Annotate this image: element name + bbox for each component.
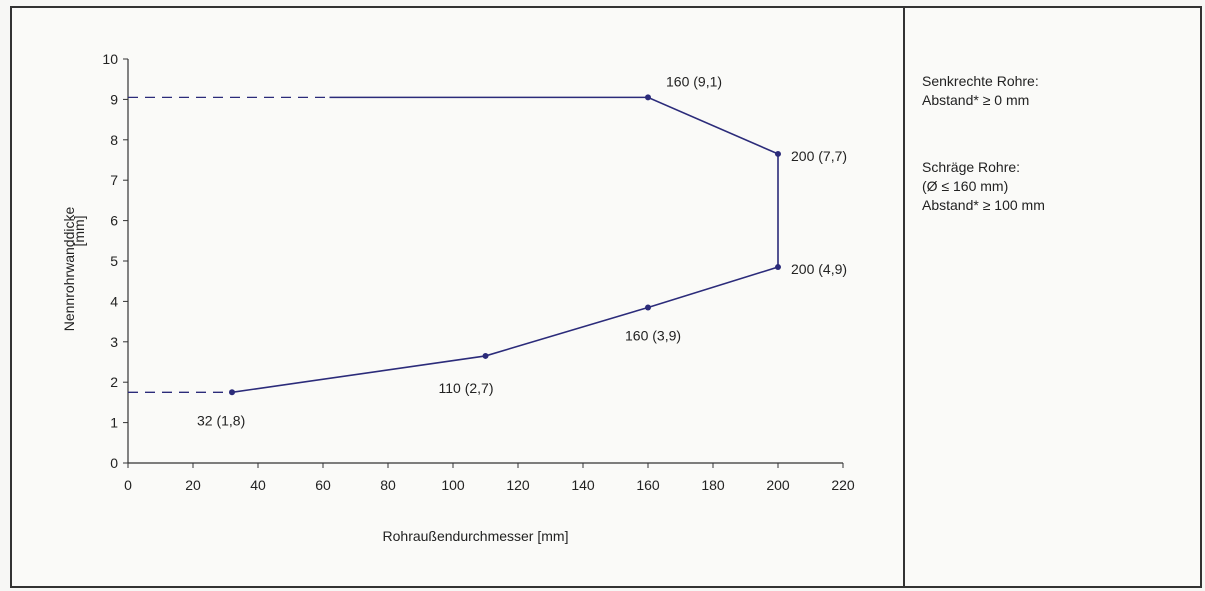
data-point: [645, 304, 651, 311]
y-tick-label: 3: [110, 334, 118, 350]
y-tick-label: 0: [110, 455, 118, 471]
y-tick-label: 6: [110, 213, 118, 229]
y-tick-label: 10: [102, 51, 118, 67]
side-note-vertical: Senkrechte Rohre: Abstand* ≥ 0 mm: [922, 72, 1039, 110]
x-tick-label: 140: [571, 477, 595, 493]
figure-frame: 0 20 40 60 80 100 120 140 160 180 200 220 0 1 2 3 4 5 6 7 8 9…: [10, 6, 1202, 588]
data-point: [775, 150, 781, 157]
y-axis-title-line2: [mm]: [71, 215, 87, 246]
panel-divider: [903, 8, 905, 586]
data-point-label: 160 (3,9): [625, 327, 681, 343]
y-axis-title: Nennrohrwanddicke [mm]: [61, 207, 87, 332]
y-tick-label: 8: [110, 132, 118, 148]
side-note-vertical-distance: Abstand* ≥ 0 mm: [922, 92, 1030, 108]
chart: 0 20 40 60 80 100 120 140 160 180 200 220 0 1 2 3 4 5 6 7 8 9…: [61, 51, 855, 544]
side-note-inclined-distance: Abstand* ≥ 100 mm: [922, 197, 1045, 213]
x-tick-label: 60: [315, 477, 331, 493]
data-point: [775, 264, 781, 271]
x-tick-label: 160: [636, 477, 660, 493]
dashed-extensions: [128, 96, 330, 393]
data-point-label: 32 (1,8): [197, 412, 245, 428]
y-tick-label: 1: [110, 415, 118, 431]
data-point-label: 200 (4,9): [791, 261, 847, 277]
side-note-inclined-diameter: (Ø ≤ 160 mm): [922, 178, 1009, 194]
x-axis-title: Rohraußendurchmesser [mm]: [383, 528, 569, 544]
y-tick-label: 2: [110, 374, 118, 390]
point-labels: 32 (1,8) 110 (2,7) 160 (3,9) 200 (4,9) 200 (…: [197, 73, 847, 428]
x-tick-label: 220: [831, 477, 855, 493]
y-tick-label: 9: [110, 91, 118, 107]
x-tick-label: 20: [185, 477, 201, 493]
data-point-label: 200 (7,7): [791, 148, 847, 164]
side-note-vertical-title: Senkrechte Rohre:: [922, 73, 1039, 89]
series: [229, 94, 781, 396]
x-tick-label: 40: [250, 477, 266, 493]
y-axis-title-line1: Nennrohrwanddicke: [61, 207, 77, 332]
x-tick-label: 0: [124, 477, 132, 493]
x-tick-label: 200: [766, 477, 790, 493]
axes: 0 20 40 60 80 100 120 140 160 180 200 220 0 1 2 3 4 5 6 7 8 9…: [102, 51, 854, 493]
y-tick-label: 4: [110, 293, 118, 309]
y-tick-label: 5: [110, 253, 118, 269]
data-point-label: 110 (2,7): [439, 380, 494, 396]
side-note-inclined: Schräge Rohre: (Ø ≤ 160 mm) Abstand* ≥ 1…: [922, 158, 1045, 215]
x-tick-label: 100: [441, 477, 465, 493]
x-tick-label: 120: [506, 477, 530, 493]
side-note-inclined-title: Schräge Rohre:: [922, 159, 1021, 175]
data-point: [482, 352, 489, 359]
data-point: [645, 94, 651, 101]
x-tick-label: 80: [380, 477, 396, 493]
y-tick-label: 7: [110, 172, 118, 188]
series-line: [231, 96, 779, 394]
data-point: [229, 389, 235, 396]
data-point-label: 160 (9,1): [666, 73, 722, 89]
x-tick-label: 180: [701, 477, 725, 493]
